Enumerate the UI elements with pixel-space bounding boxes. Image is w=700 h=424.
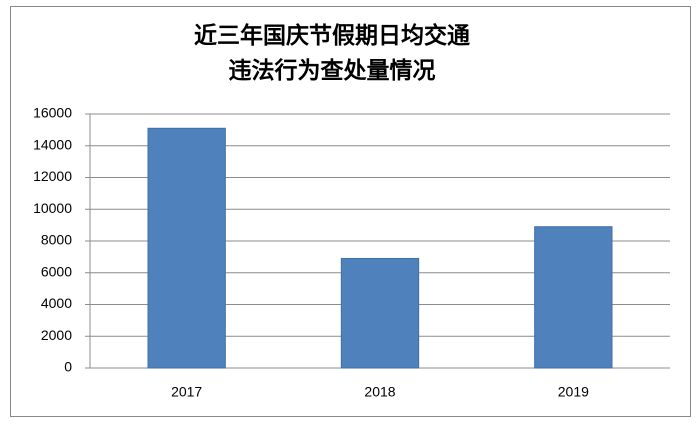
- bar: [340, 257, 420, 369]
- y-tick-label: 14000: [33, 136, 72, 152]
- y-tick-label: 10000: [33, 200, 72, 216]
- x-tick-label: 2019: [558, 384, 589, 400]
- y-tick-label: 8000: [41, 232, 72, 248]
- bar: [534, 226, 613, 369]
- chart-title: 违法行为查处量情况: [229, 57, 436, 84]
- chart-title: 近三年国庆节假期日均交通: [194, 22, 470, 49]
- y-tick-label: 4000: [41, 295, 72, 311]
- bar: [147, 127, 226, 369]
- x-tick-label: 2017: [171, 384, 202, 400]
- y-tick-label: 2000: [41, 327, 72, 343]
- y-tick-label: 6000: [41, 263, 72, 279]
- y-tick-label: 16000: [33, 105, 72, 121]
- x-tick-label: 2018: [364, 384, 395, 400]
- y-tick-label: 12000: [33, 168, 72, 184]
- y-tick-label: 0: [64, 359, 72, 375]
